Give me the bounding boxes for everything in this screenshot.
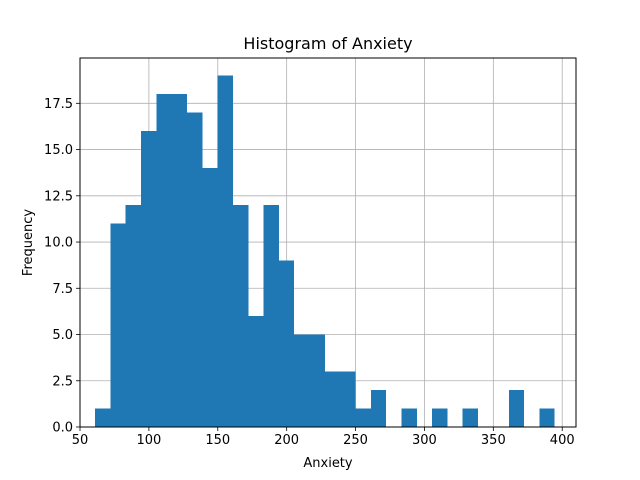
histogram-bar	[278, 260, 295, 427]
histogram-bars	[95, 75, 555, 428]
histogram-bar	[248, 316, 264, 427]
histogram-bar	[294, 334, 310, 427]
histogram-bar	[355, 408, 371, 427]
x-tick-label: 300	[412, 433, 437, 448]
y-tick-label: 5.0	[52, 328, 73, 343]
histogram-bar	[202, 168, 218, 428]
y-tick-label: 12.5	[44, 189, 73, 204]
x-tick-label: 350	[481, 433, 506, 448]
x-tick-label: 400	[550, 433, 575, 448]
histogram-bar	[462, 408, 479, 427]
histogram-bar	[263, 205, 279, 427]
y-tick-label: 10.0	[44, 236, 73, 251]
y-axis-label: Frequency	[21, 209, 36, 276]
y-tick-label: 15.0	[44, 143, 73, 158]
histogram-bar	[508, 390, 525, 427]
x-tick-label: 100	[136, 433, 161, 448]
histogram-bar	[233, 205, 249, 427]
x-axis-label: Anxiety	[303, 456, 353, 471]
plot-frame	[79, 57, 577, 428]
x-tick-label: 50	[72, 433, 89, 448]
chart-title: Histogram of Anxiety	[243, 34, 412, 53]
y-tick-label: 7.5	[52, 282, 73, 297]
y-tick-label: 2.5	[52, 374, 73, 389]
histogram-bar	[187, 112, 203, 428]
histogram-bar	[432, 408, 448, 427]
y-axis-ticks: 0.0 2.5 5.0 7.5 10.0 12.5 15.0 17.5	[44, 97, 80, 436]
histogram-bar	[110, 223, 126, 427]
histogram-bar	[309, 334, 325, 427]
histogram-bar	[95, 408, 111, 427]
x-tick-label: 250	[343, 433, 368, 448]
histogram-bar	[125, 205, 142, 427]
histogram-bar	[401, 408, 417, 427]
y-tick-label: 17.5	[44, 97, 73, 112]
y-tick-label: 0.0	[52, 421, 73, 436]
histogram-bar	[156, 94, 172, 427]
histogram-bar	[539, 408, 555, 427]
histogram-bar	[370, 390, 387, 427]
histogram-bar	[340, 371, 356, 427]
histogram-bar	[217, 75, 234, 428]
x-tick-label: 200	[274, 433, 299, 448]
histogram-bar	[324, 371, 341, 427]
histogram-bar	[141, 131, 157, 427]
histogram-bar	[171, 94, 188, 427]
x-axis-ticks: 50 100 150 200 250 300 350 400	[72, 427, 575, 448]
x-tick-label: 150	[205, 433, 230, 448]
